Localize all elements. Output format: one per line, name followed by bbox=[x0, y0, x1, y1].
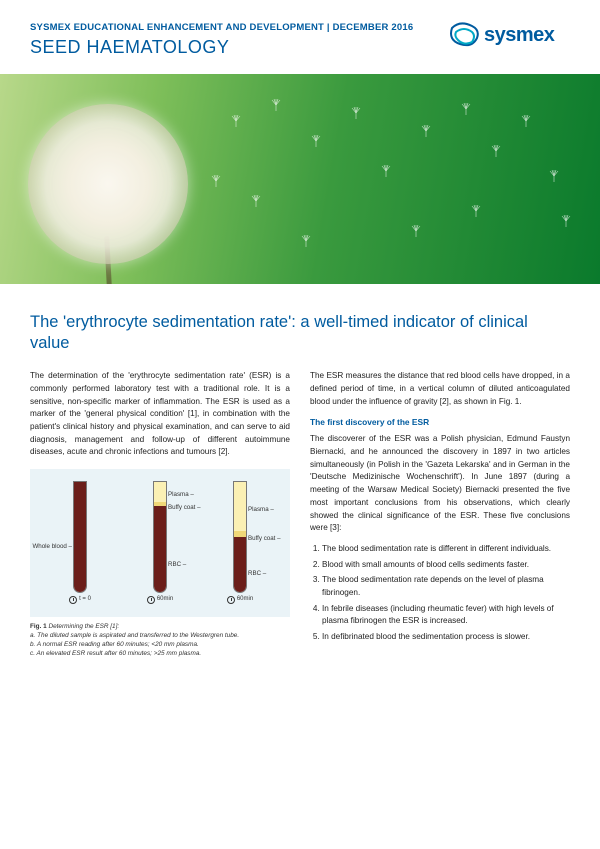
two-column-layout: The determination of the 'erythrocyte se… bbox=[30, 370, 570, 659]
tube bbox=[73, 481, 87, 593]
tube-label: Whole blood – bbox=[32, 542, 72, 552]
caption-line: a. The diluted sample is aspirated and t… bbox=[30, 632, 290, 641]
seed-icon bbox=[230, 114, 242, 126]
time-label: 60min bbox=[147, 595, 173, 604]
left-column: The determination of the 'erythrocyte se… bbox=[30, 370, 290, 659]
article-title: The 'erythrocyte sedimentation rate': a … bbox=[30, 312, 570, 354]
time-label: 60min bbox=[227, 595, 253, 604]
layer-rbc bbox=[234, 537, 246, 592]
clock-icon bbox=[227, 596, 235, 604]
right-column: The ESR measures the distance that red b… bbox=[310, 370, 570, 659]
seed-icon bbox=[210, 174, 222, 186]
tube bbox=[233, 481, 247, 593]
list-item: Blood with small amounts of blood cells … bbox=[322, 559, 570, 572]
seed-icon bbox=[410, 224, 422, 236]
seed-icon bbox=[300, 234, 312, 246]
list-item: In defibrinated blood the sedimentation … bbox=[322, 631, 570, 644]
seed-icon bbox=[460, 102, 472, 114]
logo-mark-icon bbox=[450, 22, 480, 48]
seed-icon bbox=[270, 98, 282, 110]
seed-icon bbox=[520, 114, 532, 126]
seed-icon bbox=[490, 144, 502, 156]
seed-icon bbox=[250, 194, 262, 206]
tube bbox=[153, 481, 167, 593]
history-paragraph: The discoverer of the ESR was a Polish p… bbox=[310, 433, 570, 535]
layer-buffy bbox=[234, 531, 246, 538]
layer-plasma bbox=[154, 482, 166, 502]
page-header: SYSMEX EDUCATIONAL ENHANCEMENT AND DEVEL… bbox=[0, 0, 600, 64]
caption-line: b. A normal ESR reading after 60 minutes… bbox=[30, 641, 290, 650]
tube-label: Buffy coat – bbox=[248, 534, 281, 544]
hero-banner bbox=[0, 74, 600, 284]
list-item: In febrile diseases (including rheumatic… bbox=[322, 603, 570, 628]
layer-buffy bbox=[154, 502, 166, 506]
esr-definition-paragraph: The ESR measures the distance that red b… bbox=[310, 370, 570, 408]
seed-icon bbox=[380, 164, 392, 176]
layer-whole_blood bbox=[74, 482, 86, 592]
list-item: The blood sedimentation rate is differen… bbox=[322, 543, 570, 556]
list-item: The blood sedimentation rate depends on … bbox=[322, 574, 570, 599]
caption-line: c. An elevated ESR result after 60 minut… bbox=[30, 650, 290, 659]
layer-rbc bbox=[154, 506, 166, 592]
layer-plasma bbox=[234, 482, 246, 530]
tube-label: RBC – bbox=[168, 560, 186, 570]
seed-icon bbox=[350, 106, 362, 118]
seed-icon bbox=[560, 214, 572, 226]
logo-text: sysmex bbox=[484, 24, 554, 47]
figure-caption: Fig. 1 Determining the ESR [1]: a. The d… bbox=[30, 623, 290, 659]
tube-label: Plasma – bbox=[248, 505, 274, 515]
tube-c: Plasma –Buffy coat –RBC –60min bbox=[208, 481, 272, 609]
clock-icon bbox=[69, 596, 77, 604]
seed-icon bbox=[470, 204, 482, 216]
tube-b: Plasma –Buffy coat –RBC –60min bbox=[128, 481, 192, 609]
tubes-diagram: Whole blood –t = 0 Plasma – Buffy coat – RB… bbox=[40, 479, 280, 609]
tube-label: RBC – bbox=[248, 569, 266, 579]
article-body: The 'erythrocyte sedimentation rate': a … bbox=[0, 284, 600, 669]
tube-label: Plasma – bbox=[168, 490, 194, 500]
seed-icon bbox=[548, 169, 560, 181]
tube-a: Whole blood –t = 0 bbox=[48, 481, 112, 609]
seed-icon bbox=[420, 124, 432, 136]
dandelion-illustration bbox=[20, 96, 200, 276]
section-subhead: The first discovery of the ESR bbox=[310, 416, 570, 429]
sysmex-logo: sysmex bbox=[450, 18, 570, 54]
intro-paragraph: The determination of the 'erythrocyte se… bbox=[30, 370, 290, 459]
figure-1: Whole blood –t = 0Plasma –Buffy coat –RB… bbox=[30, 469, 290, 617]
clock-icon bbox=[147, 596, 155, 604]
seed-icon bbox=[310, 134, 322, 146]
tube-label: Buffy coat – bbox=[168, 503, 201, 513]
time-label: t = 0 bbox=[69, 595, 91, 604]
conclusions-list: The blood sedimentation rate is differen… bbox=[310, 543, 570, 644]
